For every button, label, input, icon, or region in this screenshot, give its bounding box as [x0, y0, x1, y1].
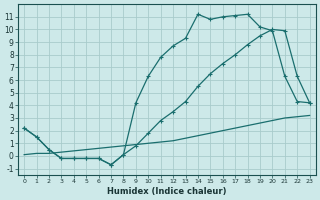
X-axis label: Humidex (Indice chaleur): Humidex (Indice chaleur)	[107, 187, 227, 196]
